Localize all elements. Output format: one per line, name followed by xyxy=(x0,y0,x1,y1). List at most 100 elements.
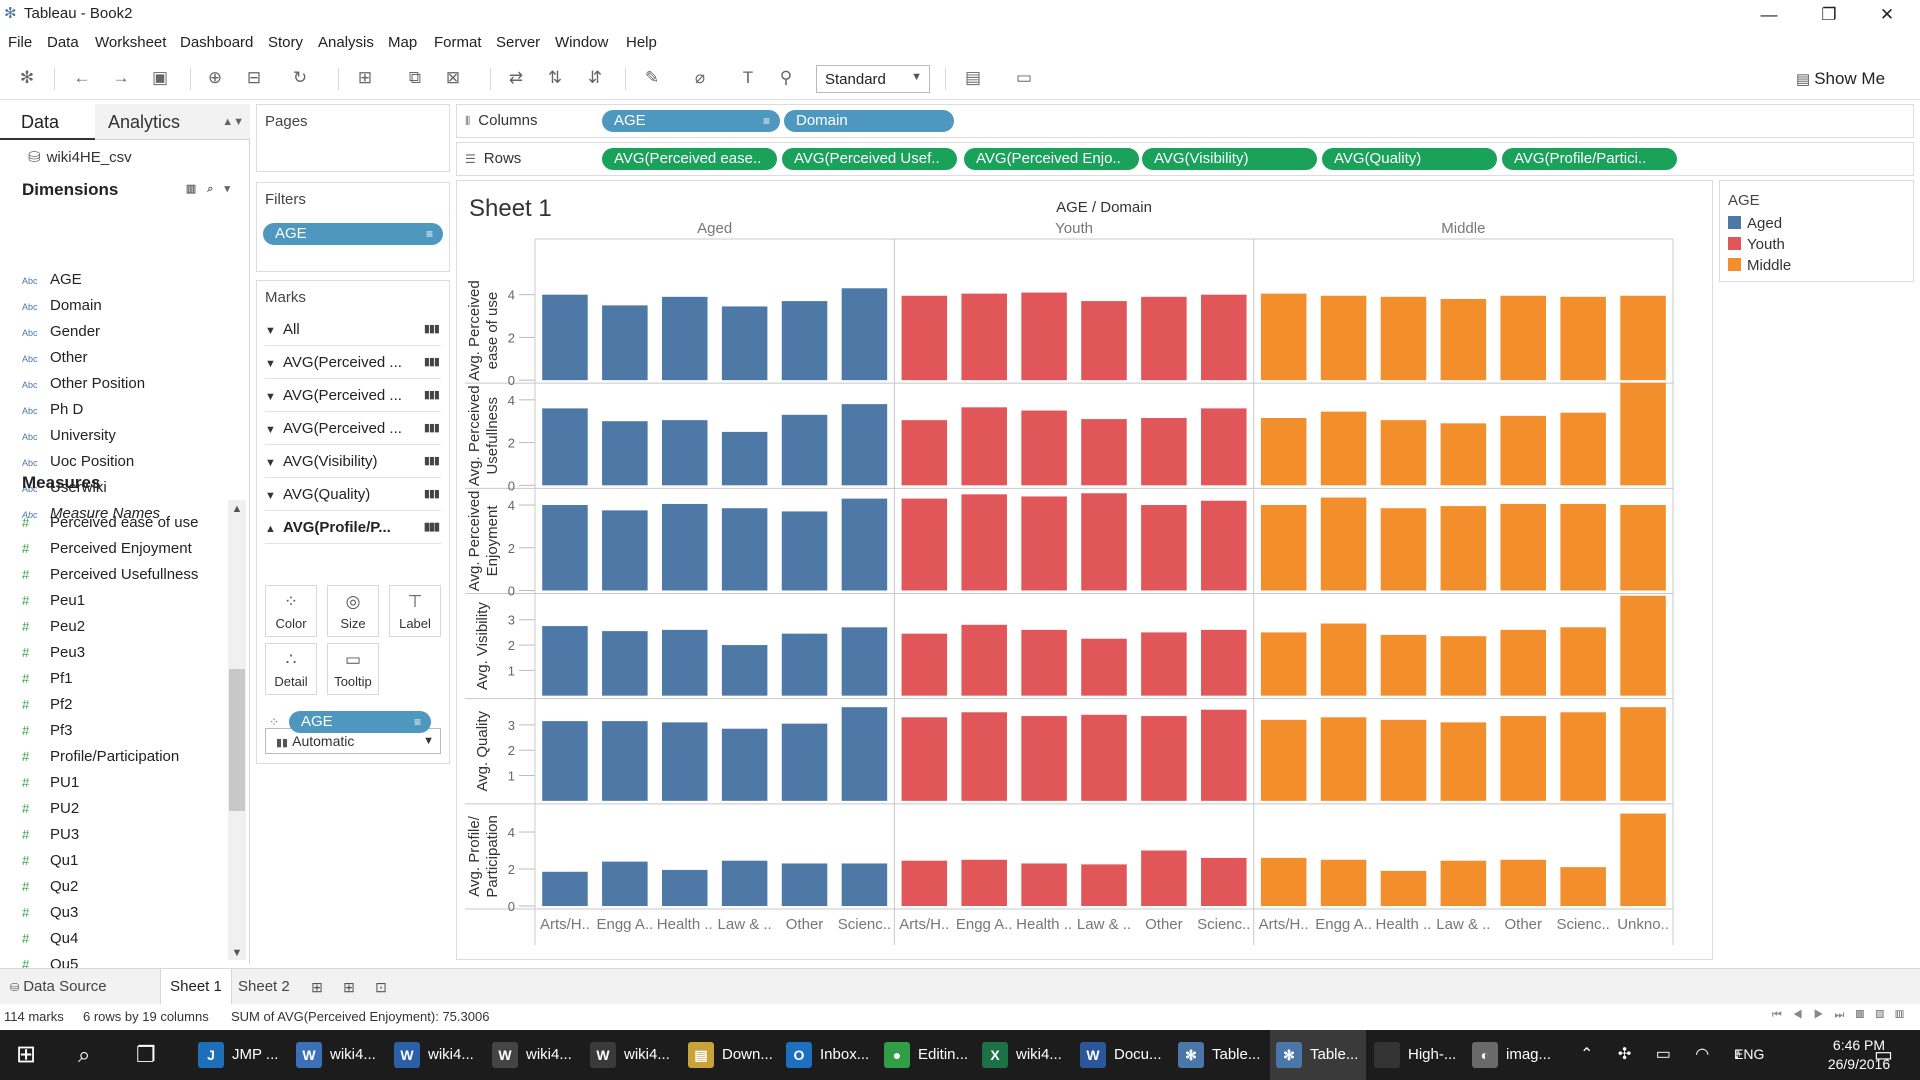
highlight-icon[interactable]: ✎ xyxy=(644,68,660,87)
bar-middle-unkno-row6[interactable] xyxy=(1620,813,1666,906)
bar-middle-health-row3[interactable] xyxy=(1380,508,1427,591)
marks-row-measure-2[interactable]: ▼ AVG(Perceived ... ▮▮▮ xyxy=(265,379,441,412)
bar-youth-health-row4[interactable] xyxy=(1021,629,1067,696)
bar-youth-engg-a-row4[interactable] xyxy=(961,624,1007,696)
bar-youth-law-row6[interactable] xyxy=(1081,864,1127,906)
bar-youth-law-row4[interactable] xyxy=(1081,638,1127,696)
bar-middle-other-row3[interactable] xyxy=(1500,503,1547,591)
category-label-middle-law[interactable]: Law & .. xyxy=(1436,916,1490,933)
redo-icon[interactable]: → xyxy=(112,68,130,87)
category-label-youth-other[interactable]: Other xyxy=(1145,916,1183,933)
bar-middle-health-row6[interactable] xyxy=(1380,870,1427,906)
bar-aged-engg-a-row3[interactable] xyxy=(602,510,648,591)
taskbar-app-6[interactable]: ▤ Down... xyxy=(682,1030,778,1080)
dimension-field-university[interactable]: Abc University xyxy=(22,423,116,449)
filter-pill-age[interactable]: AGE ≡ xyxy=(263,223,443,245)
measure-field-perceived-ease-of-use[interactable]: # Perceived ease of use xyxy=(22,510,198,536)
tableau-home-icon[interactable]: ✻ xyxy=(19,68,35,87)
marks-row-measure-5[interactable]: ▼ AVG(Quality) ▮▮▮ xyxy=(265,478,441,511)
columns-pill-age[interactable]: AGE ≡ xyxy=(602,110,780,132)
category-label-middle-engg-a[interactable]: Engg A.. xyxy=(1315,916,1372,933)
bar-middle-other-row5[interactable] xyxy=(1500,716,1547,801)
bar-youth-law-row1[interactable] xyxy=(1081,301,1127,381)
category-label-aged-scienc[interactable]: Scienc.. xyxy=(838,916,891,933)
new-dashboard-icon[interactable]: ⊞ xyxy=(343,979,355,995)
bar-aged-health-row6[interactable] xyxy=(661,869,708,906)
bar-aged-other-row5[interactable] xyxy=(781,723,828,801)
bar-youth-other-row2[interactable] xyxy=(1141,418,1187,486)
taskbar-app-11[interactable]: ✻ Table... xyxy=(1172,1030,1268,1080)
bar-middle-health-row1[interactable] xyxy=(1380,296,1427,381)
bar-middle-health-row2[interactable] xyxy=(1380,420,1427,486)
minimize-button[interactable]: — xyxy=(1760,5,1778,24)
category-label-youth-scienc[interactable]: Scienc.. xyxy=(1197,916,1250,933)
show-cards-icon[interactable]: ▤ xyxy=(964,68,982,87)
rows-pill-2[interactable]: AVG(Perceived Usef.. xyxy=(782,148,957,170)
category-label-aged-other[interactable]: Other xyxy=(786,916,824,933)
bar-youth-health-row5[interactable] xyxy=(1021,716,1067,801)
new-worksheet-icon[interactable]: ⊞ xyxy=(357,68,373,87)
fit-select[interactable]: Standard ▼ xyxy=(816,65,930,93)
category-label-youth-health[interactable]: Health .. xyxy=(1016,916,1072,933)
bar-middle-law-row3[interactable] xyxy=(1440,506,1487,591)
row-axis-label[interactable]: Avg. Perceived xyxy=(466,491,483,592)
bar-youth-health-row6[interactable] xyxy=(1021,863,1067,906)
bar-aged-arts-h-row2[interactable] xyxy=(542,408,588,486)
show-labels-icon[interactable]: T xyxy=(742,68,754,87)
menu-format[interactable]: Format xyxy=(434,34,482,51)
bar-aged-arts-h-row5[interactable] xyxy=(542,721,588,801)
menu-worksheet[interactable]: Worksheet xyxy=(95,34,167,51)
scroll-up-icon[interactable]: ▲ xyxy=(231,503,243,515)
tooltip-button[interactable]: ▭ Tooltip xyxy=(327,643,379,695)
show-me-button[interactable]: ▤ Show Me xyxy=(1796,69,1885,89)
category-label-youth-arts-h[interactable]: Arts/H.. xyxy=(899,916,949,933)
bar-aged-law-row3[interactable] xyxy=(721,508,768,591)
close-button[interactable]: ✕ xyxy=(1879,5,1895,24)
bar-youth-health-row1[interactable] xyxy=(1021,292,1067,381)
bar-middle-unkno-row4[interactable] xyxy=(1620,595,1666,696)
category-label-aged-engg-a[interactable]: Engg A.. xyxy=(596,916,653,933)
menu-window[interactable]: Window xyxy=(555,34,609,51)
category-label-middle-unkno[interactable]: Unkno.. xyxy=(1617,916,1669,933)
measure-field-qu4[interactable]: # Qu4 xyxy=(22,926,78,952)
bar-middle-health-row5[interactable] xyxy=(1380,719,1427,801)
bar-middle-engg-a-row5[interactable] xyxy=(1320,717,1367,801)
rows-pill-5[interactable]: AVG(Quality) xyxy=(1322,148,1497,170)
view-options-icon[interactable]: ▥ ⌕ ▾ xyxy=(185,183,234,195)
marks-row-all[interactable]: ▼ All ▮▮▮ xyxy=(265,313,441,346)
bar-aged-scienc-row4[interactable] xyxy=(841,627,888,696)
bar-middle-engg-a-row2[interactable] xyxy=(1320,411,1367,486)
bar-aged-law-row6[interactable] xyxy=(721,860,768,906)
dimension-field-age[interactable]: Abc AGE xyxy=(22,267,82,293)
marks-row-measure-4[interactable]: ▼ AVG(Visibility) ▮▮▮ xyxy=(265,445,441,478)
bar-middle-other-row1[interactable] xyxy=(1500,295,1547,381)
detail-button[interactable]: ∴ Detail xyxy=(265,643,317,695)
group-header-middle[interactable]: Middle xyxy=(1441,220,1485,237)
undo-icon[interactable]: ← xyxy=(73,68,91,87)
restore-button[interactable]: ❐ xyxy=(1821,5,1837,24)
category-label-youth-law[interactable]: Law & .. xyxy=(1077,916,1131,933)
menu-dashboard[interactable]: Dashboard xyxy=(180,34,254,51)
dimension-field-userwiki[interactable]: Abc Userwiki xyxy=(22,475,107,501)
bar-youth-law-row3[interactable] xyxy=(1081,493,1127,591)
taskbar-app-13[interactable]: High-... xyxy=(1368,1030,1464,1080)
color-pill-age[interactable]: AGE ≡ xyxy=(289,711,431,733)
bar-aged-arts-h-row3[interactable] xyxy=(542,505,588,591)
bar-youth-arts-h-row6[interactable] xyxy=(901,860,948,906)
tab-sheet-2[interactable]: Sheet 2 xyxy=(238,978,290,995)
bar-aged-law-row1[interactable] xyxy=(721,306,768,381)
save-icon[interactable]: ▣ xyxy=(151,68,169,87)
bar-aged-engg-a-row1[interactable] xyxy=(602,305,648,381)
tab-sheet-1[interactable]: Sheet 1 xyxy=(160,969,232,1005)
notifications-icon[interactable]: ▭ xyxy=(1874,1044,1893,1066)
bar-youth-other-row3[interactable] xyxy=(1141,505,1187,591)
row-axis-label[interactable]: Avg. Profile/ xyxy=(466,815,483,896)
dimension-field-other[interactable]: Abc Other xyxy=(22,345,88,371)
scroll-down-icon[interactable]: ▼ xyxy=(231,947,243,959)
category-label-middle-health[interactable]: Health .. xyxy=(1376,916,1432,933)
marks-row-measure-1[interactable]: ▼ AVG(Perceived ... ▮▮▮ xyxy=(265,346,441,379)
category-label-youth-engg-a[interactable]: Engg A.. xyxy=(956,916,1013,933)
fix-axes-icon[interactable]: ⚲ xyxy=(779,68,793,87)
bar-youth-law-row2[interactable] xyxy=(1081,419,1127,486)
